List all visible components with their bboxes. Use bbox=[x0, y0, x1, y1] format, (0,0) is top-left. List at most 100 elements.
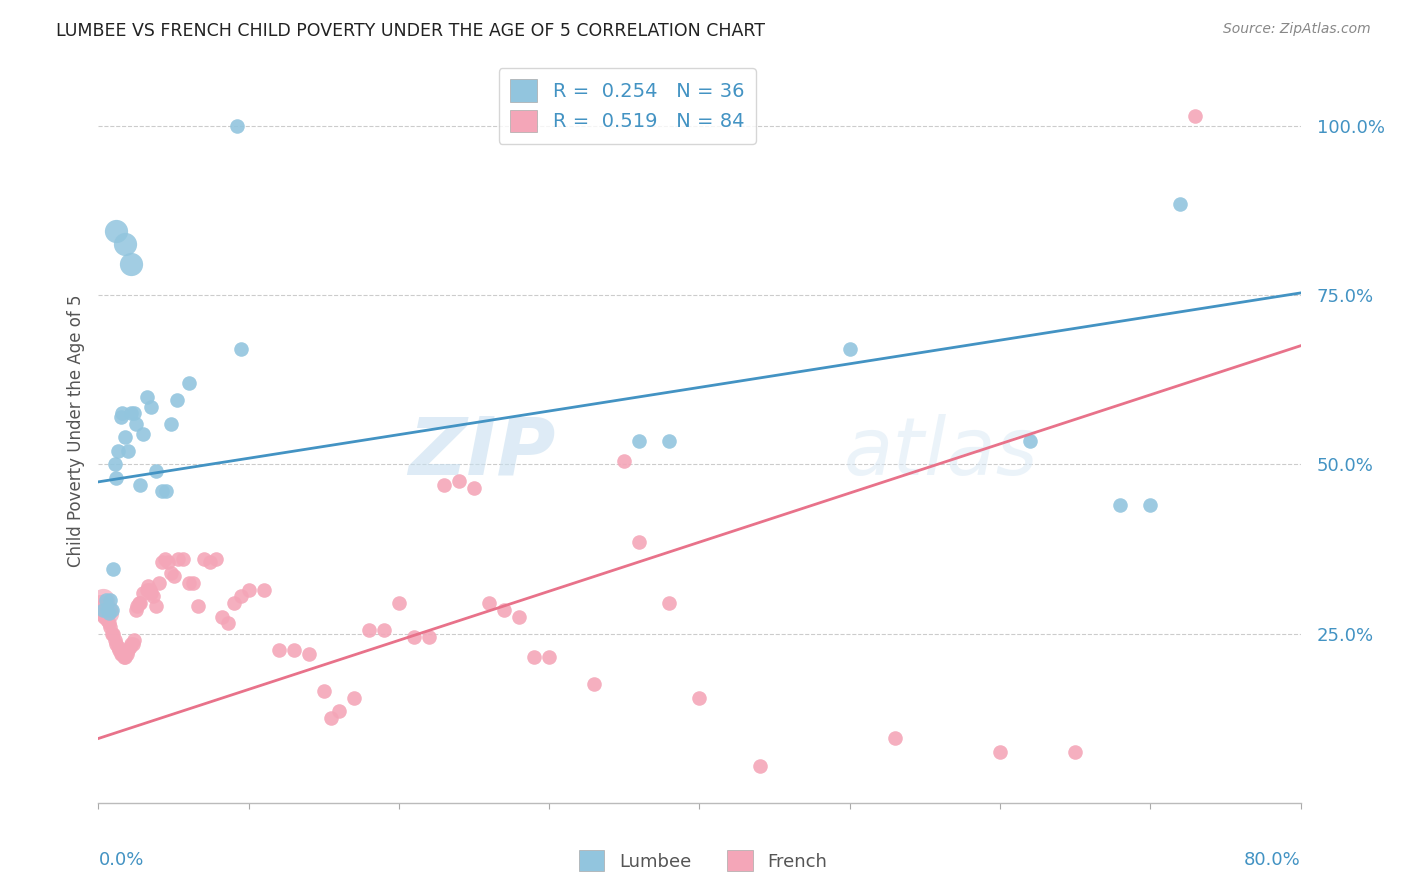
Point bbox=[100, 592, 122, 607]
Point bbox=[114, 650, 136, 665]
Point bbox=[103, 562, 125, 576]
Point bbox=[238, 582, 260, 597]
Point bbox=[105, 637, 128, 651]
Point bbox=[388, 596, 411, 610]
Point bbox=[136, 579, 159, 593]
Point bbox=[153, 552, 176, 566]
Point bbox=[583, 677, 606, 691]
Point bbox=[121, 637, 143, 651]
Point bbox=[124, 633, 146, 648]
Point bbox=[135, 582, 157, 597]
Point bbox=[1170, 196, 1192, 211]
Point bbox=[298, 647, 321, 661]
Point bbox=[628, 434, 651, 448]
Point bbox=[217, 616, 239, 631]
Point bbox=[100, 620, 122, 634]
Point bbox=[508, 609, 530, 624]
Point bbox=[538, 650, 561, 665]
Point bbox=[658, 596, 681, 610]
Point bbox=[231, 342, 253, 356]
Point bbox=[321, 711, 343, 725]
Point bbox=[159, 417, 181, 431]
Y-axis label: Child Poverty Under the Age of 5: Child Poverty Under the Age of 5 bbox=[66, 294, 84, 566]
Point bbox=[129, 477, 152, 491]
Point bbox=[96, 613, 118, 627]
Text: 80.0%: 80.0% bbox=[1244, 851, 1301, 869]
Point bbox=[101, 626, 124, 640]
Point bbox=[1019, 434, 1042, 448]
Point bbox=[110, 647, 132, 661]
Point bbox=[125, 417, 148, 431]
Point bbox=[104, 457, 127, 471]
Point bbox=[117, 643, 139, 657]
Point bbox=[94, 603, 117, 617]
Point bbox=[141, 589, 163, 603]
Point bbox=[312, 684, 335, 698]
Point bbox=[139, 586, 162, 600]
Point bbox=[110, 409, 132, 424]
Point bbox=[111, 407, 134, 421]
Point bbox=[121, 258, 143, 272]
Point bbox=[129, 596, 152, 610]
Point bbox=[107, 443, 129, 458]
Point bbox=[211, 609, 233, 624]
Point bbox=[90, 603, 112, 617]
Point bbox=[222, 596, 245, 610]
Point bbox=[93, 609, 115, 624]
Point bbox=[150, 556, 173, 570]
Point bbox=[135, 390, 157, 404]
Point bbox=[231, 589, 253, 603]
Point bbox=[463, 481, 485, 495]
Point bbox=[145, 464, 167, 478]
Point bbox=[167, 552, 190, 566]
Point bbox=[478, 596, 501, 610]
Point bbox=[181, 575, 204, 590]
Point bbox=[112, 650, 135, 665]
Point bbox=[988, 745, 1011, 759]
Point bbox=[688, 690, 710, 705]
Point bbox=[117, 443, 139, 458]
Point bbox=[105, 471, 128, 485]
Point bbox=[402, 630, 425, 644]
Point bbox=[159, 566, 181, 580]
Point bbox=[613, 454, 636, 468]
Point bbox=[97, 616, 120, 631]
Point bbox=[139, 400, 162, 414]
Point bbox=[138, 582, 160, 597]
Point bbox=[103, 626, 125, 640]
Point bbox=[97, 606, 120, 620]
Point bbox=[91, 603, 114, 617]
Point bbox=[1184, 109, 1206, 123]
Point bbox=[122, 637, 145, 651]
Point bbox=[1109, 498, 1132, 512]
Point bbox=[1139, 498, 1161, 512]
Point bbox=[267, 643, 290, 657]
Point bbox=[447, 474, 470, 488]
Point bbox=[104, 633, 127, 648]
Point bbox=[115, 647, 138, 661]
Point bbox=[204, 552, 226, 566]
Point bbox=[150, 484, 173, 499]
Point bbox=[883, 731, 905, 746]
Text: Source: ZipAtlas.com: Source: ZipAtlas.com bbox=[1223, 22, 1371, 37]
Point bbox=[494, 603, 516, 617]
Point bbox=[124, 407, 146, 421]
Point bbox=[96, 603, 118, 617]
Point bbox=[148, 575, 170, 590]
Point bbox=[108, 643, 131, 657]
Point bbox=[132, 586, 155, 600]
Point bbox=[172, 552, 194, 566]
Point bbox=[418, 630, 440, 644]
Point bbox=[94, 592, 117, 607]
Point bbox=[373, 623, 395, 637]
Point bbox=[166, 392, 188, 407]
Point bbox=[1064, 745, 1087, 759]
Point bbox=[628, 535, 651, 549]
Point bbox=[253, 582, 276, 597]
Point bbox=[91, 592, 114, 607]
Point bbox=[187, 599, 209, 614]
Text: LUMBEE VS FRENCH CHILD POVERTY UNDER THE AGE OF 5 CORRELATION CHART: LUMBEE VS FRENCH CHILD POVERTY UNDER THE… bbox=[56, 22, 765, 40]
Point bbox=[343, 690, 366, 705]
Point bbox=[96, 606, 118, 620]
Point bbox=[357, 623, 380, 637]
